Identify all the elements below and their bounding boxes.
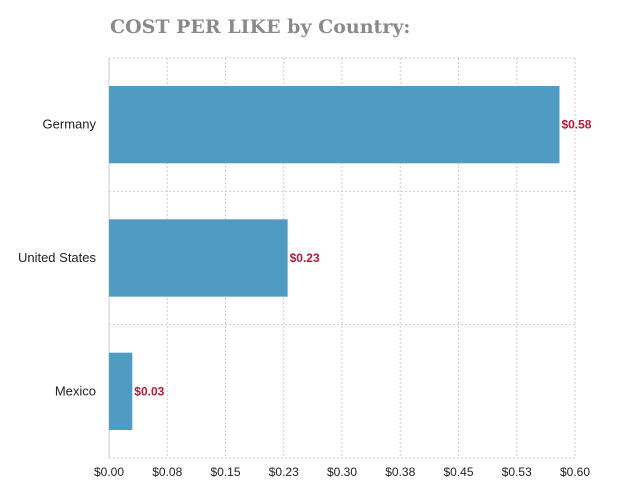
x-tick-label: $0.45 [443, 465, 473, 479]
bars [109, 86, 560, 430]
x-tick-label: $0.60 [560, 465, 590, 479]
labels: $0.00 $0.08 $0.15 $0.23 $0.30 $0.38 $0.45 $0.53… [18, 117, 592, 479]
value-label: $0.58 [561, 118, 591, 132]
chart-title: COST PER LIKE by Country: [110, 16, 411, 38]
value-label: $0.03 [134, 384, 164, 398]
value-label: $0.23 [290, 251, 320, 265]
x-tick-label: $0.38 [385, 465, 415, 479]
x-tick-label: $0.08 [152, 465, 182, 479]
category-label: Germany [43, 117, 97, 132]
x-tick-label: $0.23 [269, 465, 299, 479]
bar[interactable] [109, 352, 133, 430]
bar[interactable] [109, 86, 560, 164]
x-tick-label: $0.00 [94, 465, 124, 479]
x-tick-label: $0.53 [502, 465, 532, 479]
category-label: Mexico [55, 383, 96, 398]
x-tick-label: $0.15 [210, 465, 240, 479]
x-tick-label: $0.30 [327, 465, 357, 479]
category-label: United States [18, 250, 97, 265]
bar[interactable] [109, 219, 288, 297]
